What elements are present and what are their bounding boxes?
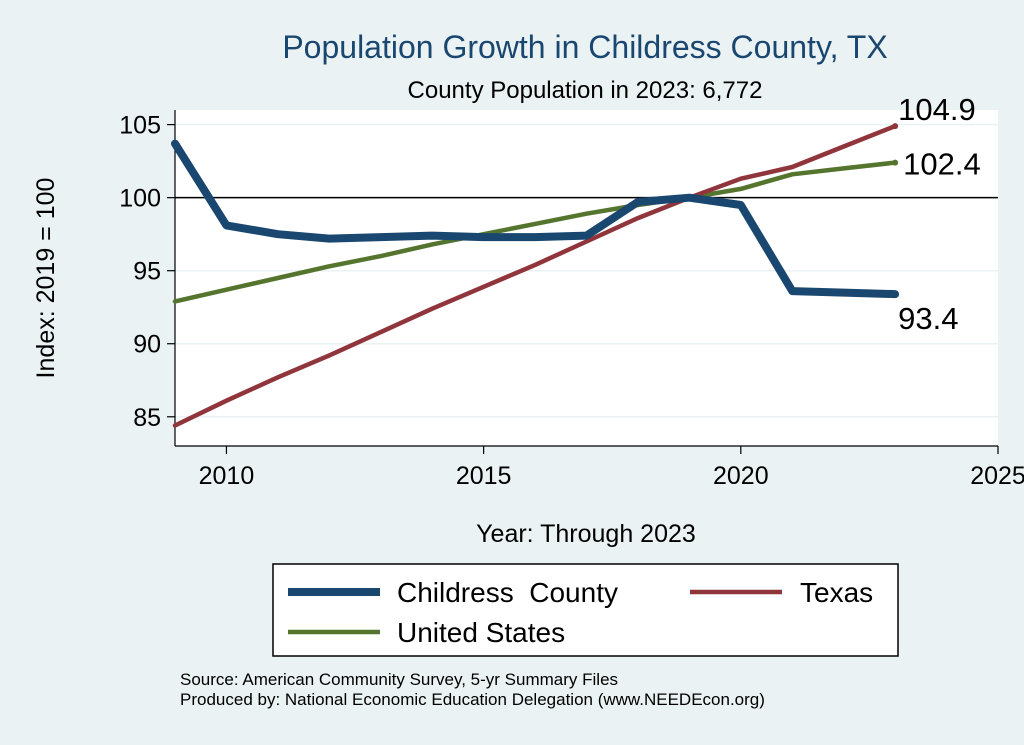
y-tick-label: 100 [119,185,161,213]
axis-layer: 85 90 95 100 105 2010 2015 2020 2025 [119,110,1024,490]
series-line-united-states [172,160,898,304]
x-axis-label: Year: Through 2023 [476,520,696,548]
end-value-label: 93.4 [898,301,958,336]
y-tick-label: 105 [119,112,161,140]
x-tick-label: 2020 [713,462,769,490]
chart-title: Population Growth in Childress County, T… [282,29,887,65]
legend: Childress County Texas United States [272,563,899,657]
legend-label: Childress County [397,577,618,608]
end-label-layer: 93.4 104.9 102.4 [898,92,981,336]
source-note: Source: American Community Survey, 5-yr … [180,670,619,689]
series-line-county [171,139,900,299]
y-axis-label: Index: 2019 = 100 [32,178,60,379]
y-tick-label: 90 [133,331,161,359]
chart-subtitle: County Population in 2023: 6,772 [408,77,763,104]
series-line-texas [172,123,898,428]
x-tick-label: 2010 [199,462,255,490]
series-layer [171,123,900,428]
plot-area [175,110,998,446]
producer-note: Produced by: National Economic Education… [180,690,765,709]
legend-box [272,563,899,657]
y-tick-label: 85 [133,404,161,432]
legend-label: Texas [800,577,873,608]
end-value-label: 104.9 [898,92,976,127]
x-tick-label: 2015 [456,462,512,490]
series-end-point [892,123,899,130]
end-value-label: 102.4 [903,147,981,182]
series-end-point [892,291,899,298]
y-tick-label: 95 [133,258,161,286]
series-end-point [892,159,899,166]
legend-label: United States [397,617,565,648]
x-tick-label: 2025 [970,462,1024,490]
